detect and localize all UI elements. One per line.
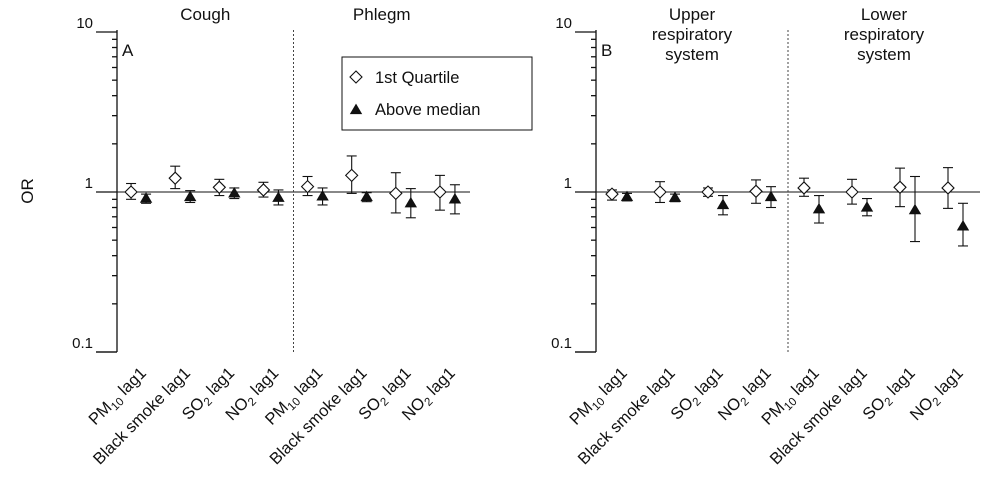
median-marker (956, 219, 970, 231)
quartile-marker (653, 185, 667, 199)
median-marker (860, 201, 874, 212)
tick-label-rest: lag1 (244, 364, 282, 402)
median-marker (404, 196, 418, 208)
median-marker (716, 198, 730, 210)
median-marker (668, 191, 682, 202)
y-tick-label: 10 (76, 15, 93, 32)
tick-label-rest: lag1 (200, 364, 238, 402)
quartile-marker (845, 185, 859, 199)
tick-label-rest: lag1 (421, 364, 459, 402)
y-tick-label: 10 (555, 15, 572, 32)
tick-label-rest: lag1 (377, 364, 415, 402)
legend-quartile-icon (349, 70, 363, 84)
group-title-line: respiratory (652, 25, 733, 44)
group-title-line: respiratory (844, 25, 925, 44)
legend: 1st Quartile Above median (341, 56, 533, 131)
legend-median-icon (349, 103, 363, 115)
quartile-marker (701, 185, 715, 199)
quartile-marker (893, 180, 907, 195)
median-marker (812, 202, 826, 214)
median-marker (448, 192, 462, 204)
legend-box (341, 56, 533, 131)
tick-label-rest: lag1 (929, 364, 967, 402)
median-marker (139, 192, 153, 203)
quartile-marker (797, 181, 811, 195)
median-marker (764, 190, 778, 202)
tick-label-rest: lag1 (785, 364, 823, 402)
tick-label-rest: lag1 (881, 364, 919, 402)
quartile-marker (605, 187, 619, 201)
quartile-marker (433, 185, 447, 199)
panel-label: B (601, 41, 612, 60)
y-tick-label: 0.1 (551, 335, 572, 352)
median-marker (272, 191, 285, 202)
median-marker (228, 187, 241, 198)
quartile-marker (212, 180, 227, 195)
median-marker (316, 189, 329, 201)
y-tick-label: 1 (564, 175, 572, 192)
group-title-line: system (857, 45, 911, 64)
group-title-line: system (665, 45, 719, 64)
y-axis-label: OR (18, 178, 37, 204)
quartile-marker (124, 185, 138, 199)
tick-label-rest: lag1 (593, 364, 631, 402)
group-title-line: Phlegm (353, 5, 411, 24)
median-marker (360, 190, 373, 202)
group-title-line: Cough (180, 5, 230, 24)
median-marker (620, 190, 634, 202)
group-title-line: Upper (669, 5, 716, 24)
y-tick-label: 1 (85, 175, 93, 192)
median-marker (908, 203, 922, 215)
legend-label-median: Above median (375, 101, 481, 119)
quartile-marker (389, 186, 403, 201)
tick-label-rest: lag1 (112, 364, 150, 402)
tick-label-rest: lag1 (288, 364, 326, 402)
x-tick-label: NO2 lag1 (907, 364, 969, 426)
panel-label: A (122, 41, 134, 60)
quartile-marker (941, 181, 955, 195)
median-marker (183, 190, 197, 202)
quartile-marker (300, 179, 315, 194)
group-title-line: Lower (861, 5, 908, 24)
tick-label-rest: lag1 (689, 364, 727, 402)
y-tick-label: 0.1 (72, 335, 93, 352)
tick-label-rest: lag1 (737, 364, 775, 402)
legend-label-quartile: 1st Quartile (375, 69, 459, 87)
quartile-marker (256, 183, 271, 197)
quartile-marker (168, 171, 182, 185)
quartile-marker (344, 168, 359, 183)
quartile-marker (749, 184, 763, 199)
